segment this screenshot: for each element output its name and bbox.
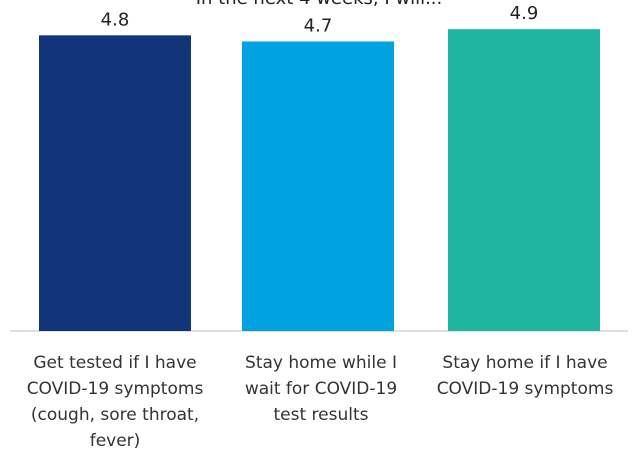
value-labels-group: 4.8 4.7 4.9 — [101, 3, 539, 36]
category-label-1: Get tested if I have COVID-19 symptoms (… — [26, 353, 204, 451]
category-label-3: Stay home if I have COVID-19 symptoms — [436, 353, 614, 399]
bars-group — [39, 29, 600, 331]
chart-title: In the next 4 weeks, I will... — [196, 0, 443, 9]
bar-3 — [448, 29, 600, 331]
value-label-1: 4.8 — [101, 9, 130, 30]
value-label-2: 4.7 — [304, 15, 333, 36]
bar-1 — [39, 35, 191, 331]
bar-2 — [242, 41, 394, 331]
value-label-3: 4.9 — [510, 3, 539, 24]
category-label-2: Stay home while I wait for COVID-19 test… — [244, 353, 398, 425]
